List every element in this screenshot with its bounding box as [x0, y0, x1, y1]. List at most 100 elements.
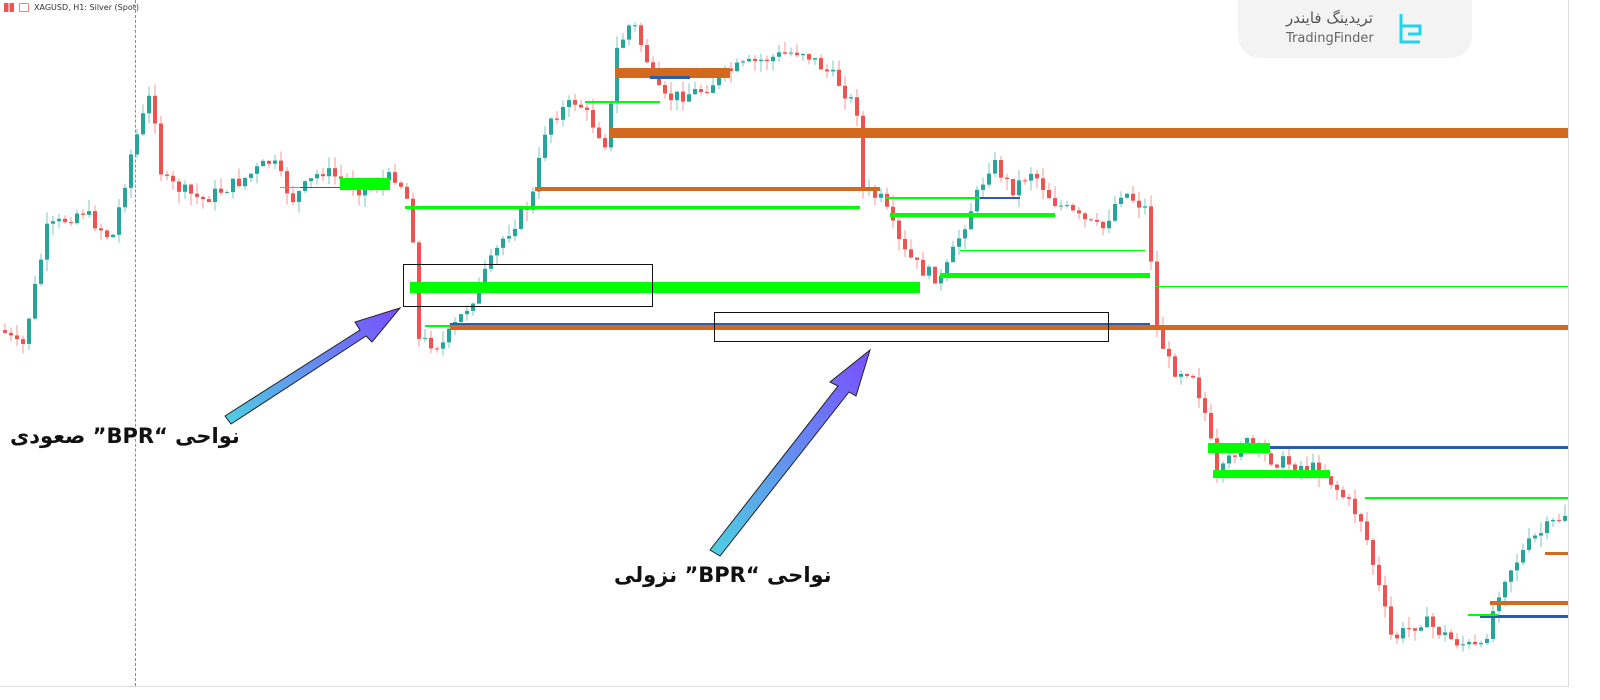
candle [1353, 489, 1357, 524]
candle-body [1035, 173, 1039, 179]
candle [741, 59, 745, 67]
bullish-bpr-zone [425, 325, 450, 327]
candle-body [177, 181, 181, 192]
candle [1011, 178, 1015, 200]
candle [1035, 170, 1039, 189]
candle-body [1317, 462, 1321, 476]
candle [255, 162, 259, 184]
candle [747, 54, 751, 63]
candle [1407, 616, 1411, 638]
candle [129, 149, 133, 198]
candle [1173, 353, 1177, 378]
candle-body [987, 173, 991, 185]
candle [1083, 212, 1087, 228]
candle [609, 102, 613, 152]
candle [597, 122, 601, 140]
bullish-bpr-zone [340, 178, 390, 190]
bullish-bpr-zone [885, 197, 980, 199]
candle [549, 116, 553, 144]
candle-body [1341, 489, 1345, 498]
candle [699, 84, 703, 96]
candle-body [579, 104, 583, 108]
candle [1071, 203, 1075, 213]
candle [789, 47, 793, 57]
candle-body [909, 249, 913, 258]
candle [1017, 170, 1021, 208]
candle-body [219, 188, 223, 193]
candle-body [999, 159, 1003, 178]
candle [999, 155, 1003, 183]
candle-body [1119, 197, 1123, 205]
candle [1557, 513, 1561, 524]
candle-body [1137, 200, 1141, 208]
candle-body [651, 62, 655, 70]
candle-body [471, 303, 475, 311]
candle [903, 230, 907, 257]
candle [561, 100, 565, 127]
price-chart[interactable]: XAGUSD, H1: Silver (Spot) نواحی “BPR” صع… [0, 0, 1569, 687]
candle [1059, 200, 1063, 211]
candle [1281, 451, 1285, 469]
candle-body [171, 175, 175, 182]
candle [63, 215, 67, 225]
candle [1425, 607, 1429, 628]
candle [777, 44, 781, 62]
candle-body [1215, 438, 1219, 475]
candle-body [411, 198, 415, 243]
candle-body [1437, 626, 1441, 635]
candle-body [957, 238, 961, 247]
candle [69, 216, 73, 226]
candle-body [291, 193, 295, 203]
candle-body [753, 58, 757, 62]
candle-body [1197, 377, 1201, 399]
candle-body [1395, 634, 1399, 639]
candle [261, 158, 265, 167]
candle [75, 209, 79, 225]
candle-body [591, 109, 595, 128]
chart-grid-icon [4, 3, 14, 12]
candle-body [801, 54, 805, 56]
candle [399, 180, 403, 190]
period-separator [135, 0, 136, 686]
candle [1131, 185, 1135, 204]
candle-body [693, 89, 697, 95]
candle-body [1551, 519, 1555, 522]
bullish-bpr-zone [1213, 470, 1330, 478]
candle-body [699, 89, 703, 93]
candle-body [585, 107, 589, 110]
candle [681, 81, 685, 111]
candle [141, 104, 145, 136]
candle [831, 60, 835, 77]
candle [957, 229, 961, 256]
candle [1467, 638, 1471, 649]
candle [1209, 404, 1213, 441]
candle-body [213, 188, 217, 203]
candle-body [945, 262, 949, 276]
mid-line [980, 197, 1020, 199]
candle-body [243, 177, 247, 187]
candle-body [237, 178, 241, 187]
candle-body [1011, 178, 1015, 196]
candle [591, 98, 595, 133]
candle-body [933, 266, 937, 284]
candle-body [1389, 606, 1393, 635]
candle-body [153, 95, 157, 124]
candle-body [537, 157, 541, 192]
candle [195, 183, 199, 204]
bullish-bpr-zone [1468, 614, 1498, 616]
candle [213, 180, 217, 211]
candle [243, 177, 247, 190]
bullish-bpr-zone [1208, 443, 1270, 453]
candle-body [681, 91, 685, 102]
candle-body [1191, 375, 1195, 378]
candle [1065, 200, 1069, 209]
candle-body [1221, 463, 1225, 475]
candle [711, 76, 715, 94]
candle-body [1347, 497, 1351, 499]
candle-body [447, 328, 451, 343]
candle-body [21, 339, 25, 344]
candle [171, 171, 175, 190]
candle [1101, 220, 1105, 236]
candle [219, 178, 223, 196]
candle-body [555, 118, 559, 120]
